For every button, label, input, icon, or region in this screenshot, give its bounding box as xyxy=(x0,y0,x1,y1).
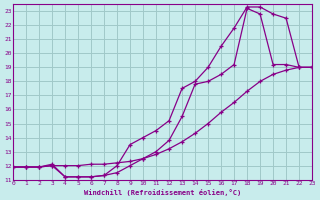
X-axis label: Windchill (Refroidissement éolien,°C): Windchill (Refroidissement éolien,°C) xyxy=(84,189,241,196)
